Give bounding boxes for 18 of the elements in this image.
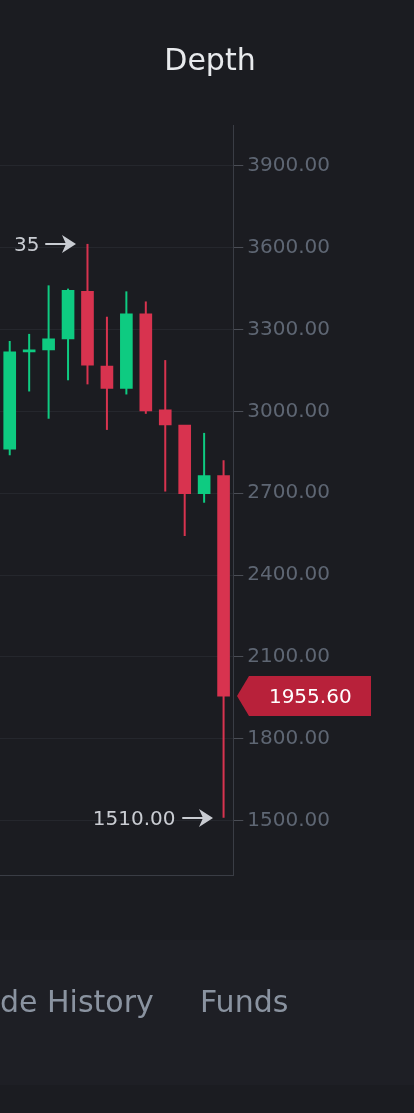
chart-title: Depth	[163, 42, 257, 77]
candlestick	[42, 284, 55, 420]
y-tick-label: 3000.00	[247, 397, 331, 422]
y-tick-label: 2400.00	[247, 561, 331, 586]
y-tick-label: 1800.00	[247, 724, 331, 749]
y-tick-label: 3300.00	[247, 315, 331, 340]
candlestick	[197, 431, 211, 504]
text: de History	[0, 984, 154, 1019]
candlestick	[100, 315, 114, 431]
text: Funds	[200, 984, 289, 1019]
candlestick	[158, 359, 172, 493]
annotation: 1510.00	[92, 804, 176, 831]
y-tick-label: 3600.00	[247, 233, 331, 258]
y-tick-label: 3900.00	[247, 152, 331, 177]
annotation: 35	[14, 230, 40, 257]
y-tick-label: 1500.00	[247, 806, 331, 831]
y-tick-label: 2700.00	[247, 479, 331, 504]
y-tick-label: 2100.00	[247, 643, 331, 668]
